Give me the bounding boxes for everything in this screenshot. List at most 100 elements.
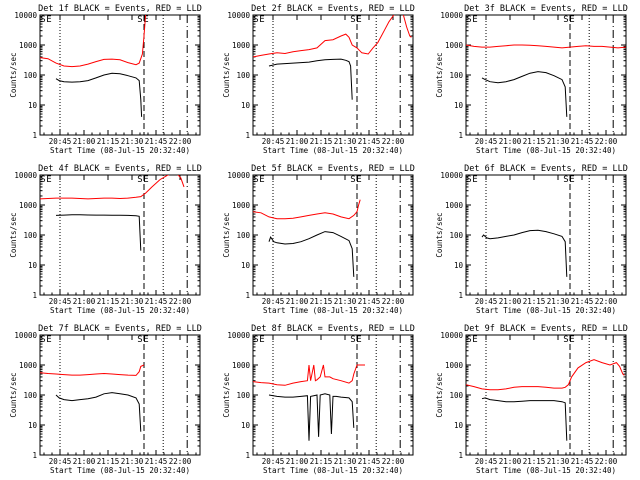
event-marker-label: E (472, 15, 477, 25)
y-tick-label: 1000 (19, 41, 38, 50)
x-tick-label: 21:15 (523, 457, 546, 466)
event-marker-label: E (356, 15, 361, 25)
event-marker-label: E (472, 175, 477, 185)
events-series-line (481, 71, 568, 117)
y-tick-label: 1000 (445, 41, 464, 50)
y-tick-label: 1000 (445, 361, 464, 370)
x-tick-label: 21:30 (121, 137, 144, 146)
y-tick-label: 1 (458, 291, 463, 300)
panel-title: Det 2f BLACK = Events, RED = LLD (251, 4, 415, 14)
y-tick-label: 10 (28, 101, 38, 110)
event-marker-label: S (137, 335, 142, 345)
events-series-line (268, 58, 353, 100)
event-marker-label: S (40, 175, 45, 185)
x-tick-label: 22:00 (382, 297, 405, 306)
x-tick-label: 22:00 (595, 297, 618, 306)
event-marker-label: E (569, 335, 574, 345)
y-tick-label: 10000 (227, 171, 250, 180)
x-tick-label: 21:30 (334, 457, 357, 466)
lld-series-line (253, 199, 361, 220)
x-tick-label: 22:00 (169, 137, 192, 146)
x-tick-label: 21:30 (547, 297, 570, 306)
event-marker-label: E (46, 335, 51, 345)
y-tick-label: 100 (23, 391, 37, 400)
y-tick-label: 100 (236, 231, 250, 240)
x-axis-label: Start Time (08-Jul-15 20:32:40) (50, 146, 190, 155)
x-tick-label: 21:45 (358, 457, 381, 466)
x-tick-label: 22:00 (595, 457, 618, 466)
event-marker-label: S (253, 15, 258, 25)
plot-frame (252, 14, 414, 136)
x-tick-label: 22:00 (382, 137, 405, 146)
event-marker-label: E (356, 175, 361, 185)
panel-title: Det 4f BLACK = Events, RED = LLD (38, 164, 202, 174)
plot-frame (252, 334, 414, 456)
x-axis-label: Start Time (08-Jul-15 20:32:40) (476, 466, 616, 475)
x-tick-label: 21:30 (121, 457, 144, 466)
event-marker-label: S (253, 335, 258, 345)
y-tick-label: 10 (241, 421, 251, 430)
y-tick-label: 10000 (227, 331, 250, 340)
x-tick-label: 21:15 (523, 297, 546, 306)
event-marker-label: E (472, 335, 477, 345)
y-axis-label: Counts/sec (222, 52, 231, 97)
y-axis-label: Counts/sec (9, 372, 18, 417)
y-tick-label: 1000 (232, 41, 251, 50)
detector-panel: Det 7f BLACK = Events, RED = LLD 1 10 100 10… (9, 324, 202, 475)
x-tick-label: 20:45 (262, 457, 285, 466)
x-tick-label: 21:15 (97, 137, 120, 146)
x-tick-label: 21:15 (310, 457, 333, 466)
event-marker-label: S (137, 15, 142, 25)
y-tick-label: 100 (449, 231, 463, 240)
detector-panel: Det 9f BLACK = Events, RED = LLD 1 10 100 10… (435, 324, 628, 475)
y-tick-label: 10000 (14, 331, 37, 340)
x-tick-label: 21:45 (145, 297, 168, 306)
detector-panel: Det 3f BLACK = Events, RED = LLD 1 10 100 10… (435, 4, 628, 155)
detector-panel: Det 8f BLACK = Events, RED = LLD 1 10 100 10… (222, 324, 415, 475)
x-tick-label: 21:45 (358, 137, 381, 146)
y-tick-label: 10 (28, 261, 38, 270)
detector-panel: Det 2f BLACK = Events, RED = LLD 1 10 100 10… (222, 4, 415, 155)
y-axis-label: Counts/sec (435, 52, 444, 97)
event-marker-label: E (143, 15, 148, 25)
y-axis-label: Counts/sec (435, 212, 444, 257)
x-tick-label: 21:45 (358, 297, 381, 306)
event-marker-label: S (40, 15, 45, 25)
x-axis-label: Start Time (08-Jul-15 20:32:40) (50, 306, 190, 315)
detector-panel: Det 5f BLACK = Events, RED = LLD 1 10 100 10… (222, 164, 415, 315)
x-tick-label: 21:15 (523, 137, 546, 146)
y-tick-label: 10 (454, 101, 464, 110)
event-marker-label: S (563, 15, 568, 25)
x-tick-label: 20:45 (262, 137, 285, 146)
x-tick-label: 21:00 (73, 297, 96, 306)
x-tick-label: 20:45 (49, 457, 72, 466)
plot-frame (465, 14, 627, 136)
x-tick-label: 21:00 (286, 297, 309, 306)
x-tick-label: 21:00 (499, 297, 522, 306)
y-tick-label: 100 (236, 71, 250, 80)
y-tick-label: 10000 (227, 11, 250, 20)
y-tick-label: 10000 (440, 11, 463, 20)
y-tick-label: 10 (454, 421, 464, 430)
y-tick-label: 1 (458, 451, 463, 460)
x-tick-label: 21:15 (97, 297, 120, 306)
y-tick-label: 10 (241, 101, 251, 110)
y-axis-label: Counts/sec (435, 372, 444, 417)
plot-frame (39, 14, 201, 136)
y-tick-label: 100 (449, 71, 463, 80)
x-axis-label: Start Time (08-Jul-15 20:32:40) (476, 146, 616, 155)
event-marker-label: S (466, 15, 471, 25)
event-marker-label: E (259, 15, 264, 25)
x-tick-label: 20:45 (475, 297, 498, 306)
y-tick-label: 1000 (232, 201, 251, 210)
plot-frame (465, 174, 627, 296)
y-tick-label: 1000 (19, 201, 38, 210)
lld-series-line (466, 44, 626, 49)
event-marker-label: E (143, 175, 148, 185)
x-tick-label: 21:00 (286, 137, 309, 146)
events-series-line (481, 397, 568, 441)
event-marker-label: E (46, 175, 51, 185)
event-marker-label: S (137, 175, 142, 185)
x-tick-label: 21:45 (145, 137, 168, 146)
panel-title: Det 8f BLACK = Events, RED = LLD (251, 324, 415, 334)
